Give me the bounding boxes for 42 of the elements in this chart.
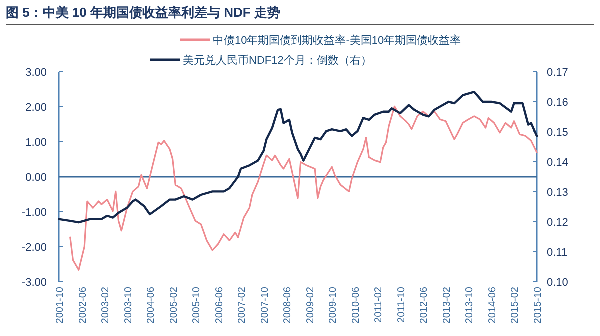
x-tick-label: 2006-06: [214, 286, 226, 324]
y-tick-label: -2.00: [22, 242, 47, 254]
x-tick-label: 2001-10: [55, 286, 66, 324]
y2-tick-label: 0.12: [547, 217, 568, 229]
y2-tick-label: 0.17: [547, 67, 568, 79]
y-tick-label: 0.00: [26, 172, 47, 184]
y-tick-label: 1.00: [26, 137, 47, 149]
y2-tick-label: 0.16: [547, 97, 568, 109]
line-series: [58, 91, 538, 224]
x-tick-label: 2011-02: [374, 286, 385, 323]
y-tick-label: 2.00: [26, 102, 47, 114]
x-tick-label: 2011-10: [396, 286, 408, 323]
x-tick-label: 2003-10: [123, 286, 134, 324]
x-tick-label: 2013-10: [464, 286, 476, 324]
x-tick-label: 2002-06: [78, 286, 89, 324]
x-tick-label: 2013-02: [442, 286, 453, 324]
y-tick-label: 3.00: [26, 67, 47, 79]
x-tick-label: 2007-02: [237, 286, 248, 324]
x-tick-label: 2005-10: [192, 286, 203, 324]
line-series: [70, 106, 538, 271]
x-tick-label: 2008-06: [282, 286, 294, 324]
y2-tick-label: 0.11: [547, 247, 568, 259]
x-tick-label: 2005-02: [168, 286, 180, 324]
y2-tick-label: 0.14: [547, 157, 568, 169]
x-tick-label: 2015-02: [510, 286, 522, 324]
x-tick-label: 2004-06: [146, 286, 158, 324]
y2-tick-label: 0.15: [547, 127, 568, 139]
y2-tick-label: 0.10: [547, 277, 568, 289]
x-tick-label: 2014-06: [487, 286, 498, 324]
x-tick-label: 2010-06: [350, 286, 362, 324]
x-tick-label: 2015-10: [533, 286, 544, 324]
x-tick-label: 2009-02: [305, 286, 316, 324]
x-tick-label: 2012-06: [419, 286, 430, 324]
x-tick-label: 2007-10: [260, 286, 271, 324]
y-tick-label: -3.00: [22, 277, 47, 289]
chart-title: 图 5：中美 10 年期国债收益率利差与 NDF 走势: [6, 5, 280, 20]
legend-label: 美元兑人民币NDF12个月：倒数（右）: [183, 54, 372, 67]
y2-tick-label: 0.13: [547, 187, 568, 199]
x-tick-label: 2009-10: [328, 286, 340, 324]
y-tick-label: -1.00: [22, 207, 47, 219]
legend-label: 中债10年期国债到期收益率-美国10年期国债收益率: [213, 34, 462, 47]
x-tick-label: 2003-02: [100, 286, 112, 324]
